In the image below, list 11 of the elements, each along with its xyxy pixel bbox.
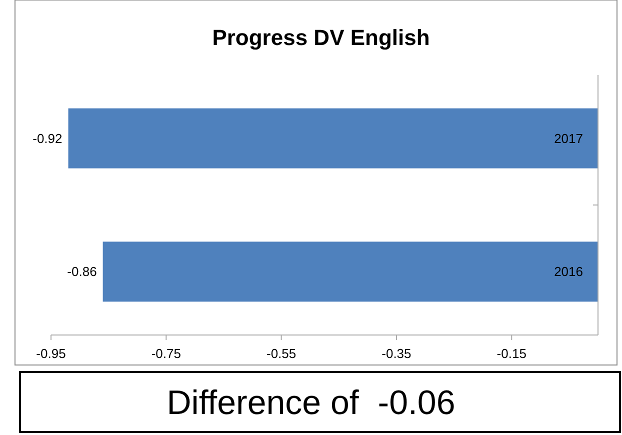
x-tick-label: -0.35 [382,346,412,361]
text: Difference of -0.06 [166,384,456,422]
y-tick-label: 2017 [554,130,583,146]
chart-title: Progress DV English [212,25,430,50]
data-label: -0.86 [67,264,97,280]
x-tick-label: -0.15 [496,346,526,361]
x-tick-label: -0.75 [151,346,181,361]
x-tick-label: -0.55 [266,346,296,361]
x-tick-label: -0.95 [36,346,66,361]
y-tick-label: 2016 [554,264,583,280]
data-label: -0.92 [32,130,62,146]
